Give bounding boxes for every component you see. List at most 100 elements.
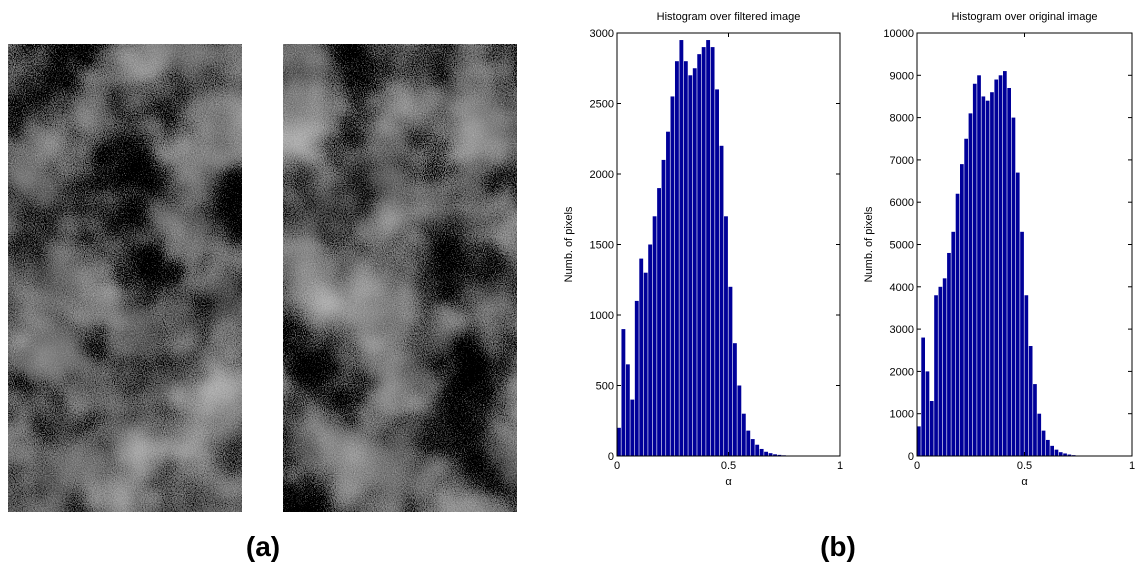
bar <box>1037 414 1041 456</box>
y-tick-label: 8000 <box>890 113 914 125</box>
bar <box>947 253 951 456</box>
bar <box>1046 440 1050 456</box>
bar <box>764 452 768 456</box>
y-tick-label: 1000 <box>890 409 914 421</box>
bar <box>934 295 938 456</box>
bar <box>1003 71 1007 456</box>
chart-title: Histogram over filtered image <box>657 11 801 23</box>
panel-label: (b) <box>820 531 856 562</box>
bar <box>684 61 688 456</box>
bar <box>1007 88 1011 456</box>
bar <box>617 428 621 456</box>
bar <box>746 431 750 456</box>
y-tick-label: 6000 <box>890 197 914 209</box>
bar <box>956 194 960 456</box>
bar <box>1029 346 1033 456</box>
bar <box>733 343 737 456</box>
x-tick-label: 0 <box>614 460 620 472</box>
bar <box>621 329 625 456</box>
chart-title: Histogram over original image <box>951 11 1097 23</box>
texture-image <box>283 44 517 512</box>
x-tick-label: 1 <box>837 460 843 472</box>
bar <box>729 287 733 456</box>
y-tick-label: 2000 <box>890 366 914 378</box>
bar <box>662 160 666 456</box>
x-tick-label: 0 <box>914 460 920 472</box>
bar <box>994 80 998 456</box>
bar <box>969 113 973 456</box>
x-tick-label: 0.5 <box>1017 460 1032 472</box>
bar <box>1033 384 1037 456</box>
bar <box>1042 431 1046 456</box>
bar <box>986 101 990 456</box>
bar <box>943 278 947 456</box>
bar <box>671 96 675 456</box>
bar <box>755 445 759 456</box>
bar <box>666 132 670 456</box>
bar <box>939 287 943 456</box>
y-axis-label: Numb. of pixels <box>863 206 875 282</box>
bar <box>653 216 657 456</box>
bar <box>679 40 683 456</box>
bar <box>702 47 706 456</box>
bar <box>921 338 925 456</box>
y-tick-label: 1500 <box>590 240 614 252</box>
bar <box>982 96 986 456</box>
y-tick-label: 2500 <box>590 99 614 111</box>
bar <box>917 426 921 456</box>
bar <box>697 54 701 456</box>
bar <box>1055 450 1059 456</box>
y-tick-label: 500 <box>596 381 614 393</box>
bar <box>688 75 692 456</box>
y-tick-label: 3000 <box>890 324 914 336</box>
bar <box>635 301 639 456</box>
bar <box>930 401 934 456</box>
x-tick-label: 1 <box>1129 460 1135 472</box>
y-tick-label: 3000 <box>590 28 614 40</box>
bar <box>973 84 977 456</box>
bar <box>720 146 724 456</box>
bar <box>657 188 661 456</box>
bar <box>1025 295 1029 456</box>
bar <box>977 75 981 456</box>
y-tick-label: 4000 <box>890 282 914 294</box>
bar <box>751 439 755 456</box>
bar <box>626 364 630 456</box>
bar <box>724 216 728 456</box>
bar <box>639 259 643 456</box>
bar <box>964 139 968 456</box>
x-axis-label: α <box>725 476 732 488</box>
bar <box>706 40 710 456</box>
texture-image <box>8 44 242 512</box>
bar <box>960 164 964 456</box>
y-tick-label: 7000 <box>890 155 914 167</box>
panel-label: (a) <box>246 531 280 562</box>
bar <box>1059 452 1063 456</box>
bar <box>1012 118 1016 456</box>
bar <box>737 386 741 457</box>
bar <box>644 273 648 456</box>
y-tick-label: 2000 <box>590 169 614 181</box>
bar <box>1050 446 1054 456</box>
bar <box>990 92 994 456</box>
bar <box>926 371 930 456</box>
y-tick-label: 9000 <box>890 70 914 82</box>
bar <box>675 61 679 456</box>
x-axis-label: α <box>1021 476 1028 488</box>
y-tick-label: 10000 <box>883 28 914 40</box>
y-tick-label: 1000 <box>590 310 614 322</box>
bar <box>715 89 719 456</box>
bar <box>760 449 764 456</box>
bar <box>999 75 1003 456</box>
bar <box>951 232 955 456</box>
bar <box>711 47 715 456</box>
bar <box>742 414 746 456</box>
bar <box>630 400 634 456</box>
bar <box>1016 173 1020 456</box>
bar <box>693 68 697 456</box>
bar <box>1020 232 1024 456</box>
bar <box>648 245 652 457</box>
x-tick-label: 0.5 <box>721 460 736 472</box>
y-tick-label: 5000 <box>890 240 914 252</box>
